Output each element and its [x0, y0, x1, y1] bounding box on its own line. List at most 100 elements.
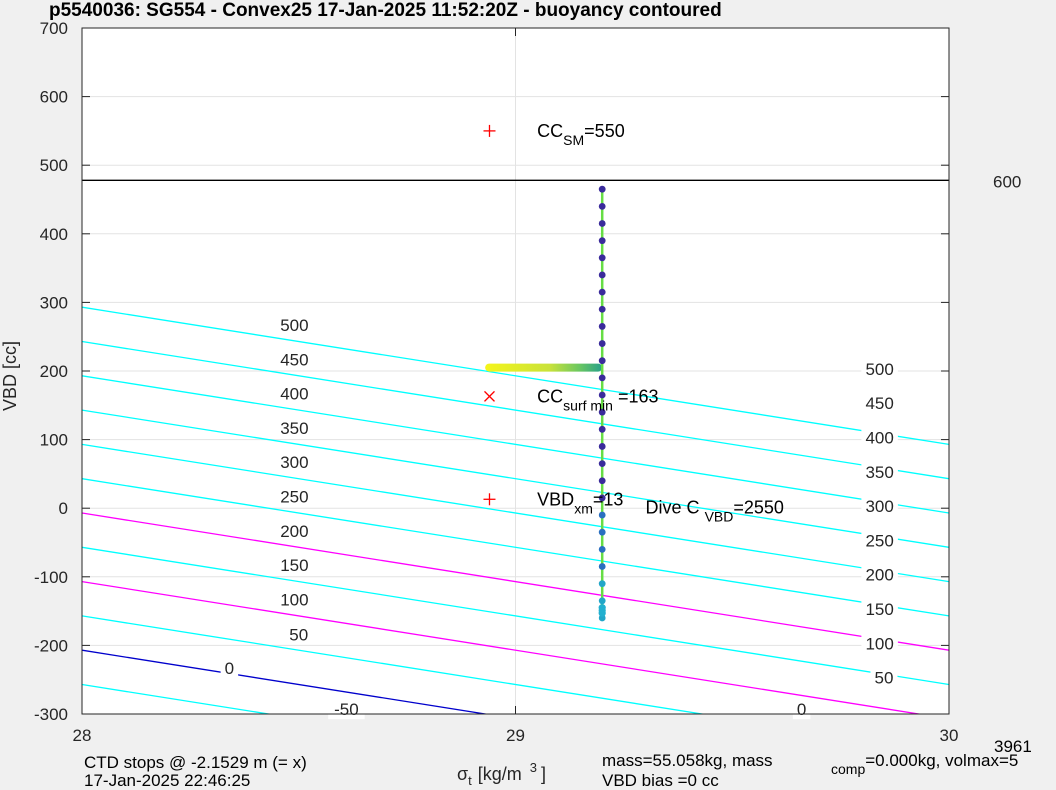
contour-line-300: [82, 443, 949, 583]
contour-label-right: 300: [865, 497, 893, 516]
contour-label-bg: [276, 383, 313, 404]
contour-label-right: 500: [865, 360, 893, 379]
profile-point: [598, 580, 606, 588]
contour-label-bg: [861, 427, 898, 448]
y-tick-label: -200: [34, 636, 68, 655]
chart-title: p5540036: SG554 - Convex25 17-Jan-2025 1…: [49, 0, 722, 21]
profile-point: [598, 237, 606, 245]
contour-label-bg: [276, 589, 313, 610]
contour-line-350: [82, 409, 949, 548]
contour-label-bg: [276, 555, 313, 576]
contour-line-400: [82, 375, 949, 514]
profile-point: [598, 609, 606, 617]
profile-point: [598, 374, 606, 382]
y-tick-label: 300: [40, 293, 68, 312]
contour-label-bg: [276, 520, 313, 541]
contour-label-left: 350: [280, 419, 308, 438]
profile-point: [598, 528, 606, 536]
y-axis-label: VBD [cc]: [0, 341, 20, 411]
corner-value-text: 3961: [994, 737, 1032, 756]
contour-label-bg: [220, 658, 239, 679]
profile-point: [598, 340, 606, 347]
profile-point: [598, 425, 606, 433]
profile-point: [598, 391, 606, 399]
contour-label-bg: [861, 564, 898, 585]
profile-point: [598, 460, 606, 468]
y-tick-label: 600: [40, 88, 68, 107]
contour-label-left: 500: [280, 316, 308, 335]
y-tick-label: 0: [59, 499, 68, 518]
annotation-1: CCsurf min =163: [537, 386, 658, 413]
contour-label-bg: [276, 417, 313, 438]
profile-point: [598, 254, 606, 262]
profile-point: [598, 305, 606, 313]
ctd-timestamp-text: 17-Jan-2025 22:46:25: [84, 771, 250, 790]
contour-label-bg: [276, 349, 313, 370]
profile-point: [598, 545, 606, 553]
profile-point: [598, 408, 606, 416]
annotation-0: CCSM=550: [537, 121, 625, 148]
profile-point: [598, 288, 606, 296]
contour-label-left: 150: [280, 556, 308, 575]
contour-label-right: 250: [865, 531, 893, 550]
contour-line-150: [82, 546, 949, 686]
contour-label-bg: [285, 624, 313, 645]
contour-line-50: [82, 615, 707, 714]
marker-cross-1: [484, 390, 495, 402]
marker-plus-0: [483, 124, 496, 137]
contour-label-bg: [276, 452, 313, 473]
x-tick-label: 29: [506, 726, 525, 745]
y-tick-label: 100: [40, 431, 68, 450]
contour-label-bg: [276, 486, 313, 507]
profile-point: [598, 271, 606, 279]
marker-stroke: [484, 390, 495, 402]
contour-label-bg: [861, 496, 898, 517]
y-tick-label: -300: [34, 705, 68, 724]
contour-line-100: [82, 580, 923, 714]
y-tick-label: -100: [34, 568, 68, 587]
contour-label-right: 350: [865, 463, 893, 482]
contour-label-bg: [861, 530, 898, 551]
contour-label-left: 450: [280, 350, 308, 369]
contour-label-right: 450: [865, 394, 893, 413]
contour-line--50: [82, 683, 273, 714]
contour-label-right: 0: [797, 700, 806, 719]
x-tick-label: 30: [940, 726, 959, 745]
profile-point: [598, 323, 606, 330]
contour-label-bg: [276, 315, 313, 336]
contour-label-left: 200: [280, 522, 308, 541]
contour-label-right: 150: [865, 600, 893, 619]
contour-label-right: 200: [865, 566, 893, 585]
contour-line-500: [82, 306, 949, 446]
contour-label-bg: [861, 358, 898, 379]
contour-label-bg: [870, 667, 898, 688]
mass-comp-text: comp=0.000kg, volmax=5: [831, 751, 1018, 777]
profile-point: [598, 597, 606, 605]
profile-point: [598, 202, 606, 210]
contour-label-right: 100: [865, 634, 893, 653]
profile-point: [598, 494, 606, 502]
contour-label-bg: [861, 599, 898, 620]
profile-point: [598, 477, 606, 485]
profile-point: [598, 357, 606, 365]
contour-line-450: [82, 340, 949, 480]
y-tick-label: 500: [40, 156, 68, 175]
y-tick-label: 400: [40, 225, 68, 244]
x-tick-label: 28: [73, 726, 92, 745]
contour-label-bg: [861, 393, 898, 414]
annotation-2: VBDxm=13: [537, 489, 623, 516]
x-axis-label: σt [kg/m 3]: [457, 760, 546, 788]
surface-gradient-band: [485, 363, 603, 372]
contour-label-bg: [861, 633, 898, 654]
profile-point: [598, 185, 606, 193]
axes-box: [81, 27, 950, 715]
contour-label-left: 400: [280, 385, 308, 404]
contour-line-250: [82, 478, 949, 617]
profile-point: [598, 220, 606, 227]
contour-label-right: 50: [875, 669, 894, 688]
profile-point: [598, 511, 606, 519]
contour-label-left: 300: [280, 453, 308, 472]
contour-label-left: 0: [225, 659, 234, 678]
